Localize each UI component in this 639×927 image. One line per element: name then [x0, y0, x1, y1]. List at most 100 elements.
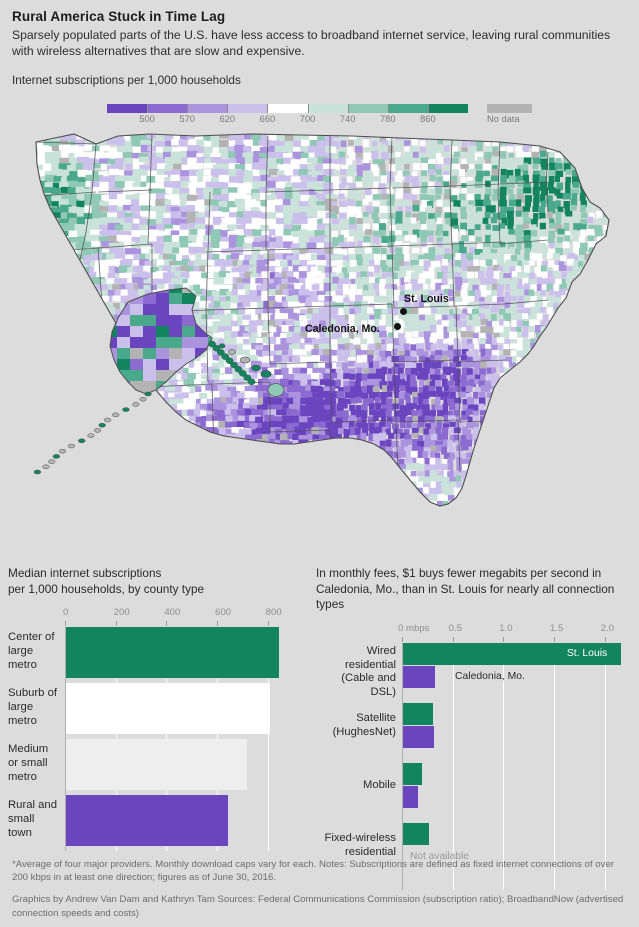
- map-county: [347, 236, 354, 244]
- map-county: [422, 399, 429, 406]
- map-county: [310, 253, 321, 262]
- map-county: [60, 177, 73, 186]
- map-county: [379, 350, 388, 359]
- map-county: [157, 259, 169, 267]
- map-county: [552, 253, 560, 259]
- map-county: [131, 223, 144, 230]
- map-county: [431, 404, 438, 411]
- map-county: [267, 253, 277, 262]
- map-county: [170, 194, 180, 201]
- map-county: [462, 295, 468, 302]
- map-county: [474, 326, 483, 332]
- map-county: [448, 279, 455, 286]
- map-county: [227, 201, 237, 210]
- map-county: [540, 265, 547, 274]
- map-county: [67, 165, 79, 172]
- map-county: [466, 422, 473, 429]
- map-county: [332, 295, 340, 304]
- map-county: [179, 229, 189, 237]
- map-county: [485, 158, 494, 165]
- map-county: [540, 158, 548, 167]
- map-county: [491, 344, 498, 353]
- map-county: [179, 236, 189, 244]
- map-county: [410, 295, 418, 304]
- map-county: [405, 212, 412, 219]
- map-county: [227, 231, 237, 237]
- map-county: [466, 351, 472, 359]
- map-county: [242, 302, 255, 309]
- map-county: [225, 326, 236, 335]
- map-county: [523, 217, 531, 224]
- map-county: [560, 255, 567, 262]
- map-county: [350, 398, 358, 404]
- legend-tick-label: 780: [380, 114, 396, 124]
- map-county: [534, 253, 543, 261]
- map-county: [507, 241, 515, 250]
- map-county: [341, 267, 348, 276]
- map-county: [186, 205, 195, 212]
- map-county: [497, 296, 505, 305]
- map-county: [317, 417, 327, 425]
- map-county: [487, 253, 495, 261]
- map-county: [219, 230, 231, 239]
- map-county: [171, 235, 182, 244]
- map-county: [418, 320, 424, 329]
- map-county: [465, 392, 472, 400]
- map-county: [349, 294, 358, 301]
- map-county: [276, 224, 285, 231]
- map-county: [348, 415, 357, 422]
- map-county: [236, 385, 249, 391]
- map-county: [510, 343, 518, 349]
- map-county: [280, 333, 291, 339]
- map-county: [251, 217, 262, 224]
- map-county: [156, 188, 168, 198]
- map-county: [571, 188, 580, 195]
- map-county: [468, 187, 474, 195]
- map-county: [516, 236, 524, 244]
- map-county: [424, 423, 432, 429]
- map-county: [436, 296, 444, 304]
- map-county: [305, 429, 317, 435]
- map-county: [293, 134, 303, 142]
- map-county: [476, 219, 485, 226]
- map-county: [523, 187, 532, 194]
- map-county: [548, 235, 555, 243]
- map-county: [316, 403, 327, 412]
- map-county: [336, 349, 343, 356]
- map-county: [387, 241, 394, 248]
- map-county: [282, 301, 294, 307]
- map-county: [225, 259, 237, 267]
- map-county: [74, 224, 84, 232]
- map-county: [143, 272, 156, 279]
- map-county: [456, 445, 464, 452]
- map-county: [155, 198, 168, 208]
- map-county: [214, 259, 224, 268]
- map-county: [267, 404, 277, 410]
- map-county: [473, 404, 479, 413]
- map-county: [466, 368, 473, 376]
- map-county: [355, 409, 363, 419]
- map-county: [424, 415, 433, 423]
- map-county: [82, 163, 93, 171]
- map-county: [251, 188, 263, 196]
- map-county: [510, 339, 516, 346]
- map-county: [244, 254, 254, 261]
- map-county: [175, 409, 187, 416]
- map-county: [309, 236, 319, 245]
- map-county: [292, 187, 305, 196]
- map-county: [385, 409, 392, 417]
- map-county: [441, 427, 449, 435]
- map-county: [356, 164, 363, 172]
- map-county: [300, 397, 312, 405]
- map-county: [437, 344, 444, 353]
- map-county: [133, 158, 144, 165]
- map-county: [503, 349, 512, 356]
- map-county: [348, 183, 357, 191]
- map-county: [261, 235, 272, 242]
- map-county: [292, 349, 302, 355]
- map-county: [381, 357, 387, 365]
- map-county: [268, 168, 279, 175]
- map-county: [355, 386, 363, 394]
- map-county: [486, 333, 492, 341]
- map-county: [392, 300, 399, 307]
